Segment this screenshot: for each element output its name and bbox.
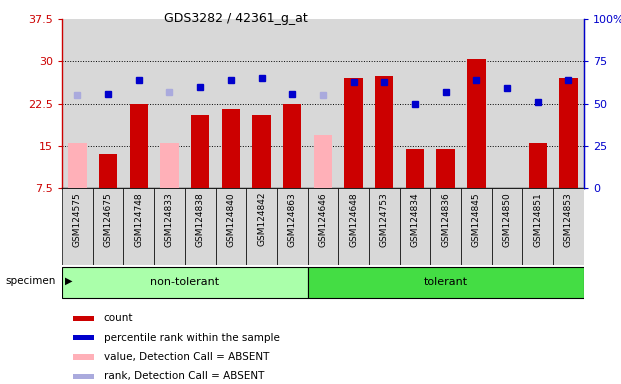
Bar [130, 104, 148, 188]
Bar [160, 143, 179, 188]
Bar [522, 188, 553, 265]
Bar [307, 267, 584, 298]
Text: GDS3282 / 42361_g_at: GDS3282 / 42361_g_at [164, 12, 308, 25]
Bar [124, 188, 154, 265]
Text: GSM124675: GSM124675 [104, 192, 112, 247]
Text: GSM124842: GSM124842 [257, 192, 266, 247]
Bar [369, 188, 400, 265]
Text: rank, Detection Call = ABSENT: rank, Detection Call = ABSENT [104, 371, 264, 381]
Bar [314, 135, 332, 188]
Bar [375, 76, 394, 188]
Bar [559, 78, 578, 188]
Bar [73, 335, 94, 340]
Bar [99, 154, 117, 188]
Bar [215, 188, 246, 265]
Text: GSM124838: GSM124838 [196, 192, 205, 247]
Text: GSM124748: GSM124748 [134, 192, 143, 247]
Text: GSM124840: GSM124840 [227, 192, 235, 247]
Bar [277, 188, 307, 265]
Text: GSM124646: GSM124646 [319, 192, 327, 247]
Bar [553, 188, 584, 265]
Bar [62, 267, 307, 298]
Bar [93, 188, 124, 265]
Bar [62, 188, 93, 265]
Bar [406, 149, 424, 188]
Text: GSM124853: GSM124853 [564, 192, 573, 247]
Bar [345, 78, 363, 188]
Text: value, Detection Call = ABSENT: value, Detection Call = ABSENT [104, 352, 270, 362]
Text: count: count [104, 313, 134, 323]
Text: GSM124833: GSM124833 [165, 192, 174, 247]
Text: ▶: ▶ [65, 275, 73, 286]
Text: GSM124836: GSM124836 [441, 192, 450, 247]
Bar [400, 188, 430, 265]
Bar [467, 59, 486, 188]
Bar [430, 188, 461, 265]
Bar [528, 143, 547, 188]
Text: GSM124753: GSM124753 [380, 192, 389, 247]
Bar [252, 115, 271, 188]
Bar [246, 188, 277, 265]
Text: specimen: specimen [6, 275, 56, 286]
Bar [461, 188, 492, 265]
Bar [437, 149, 455, 188]
Text: percentile rank within the sample: percentile rank within the sample [104, 333, 279, 343]
Bar [68, 143, 87, 188]
Bar [338, 188, 369, 265]
Bar [222, 109, 240, 188]
Text: GSM124851: GSM124851 [533, 192, 542, 247]
Bar [73, 354, 94, 359]
Text: GSM124863: GSM124863 [288, 192, 297, 247]
Bar [154, 188, 185, 265]
Text: GSM124850: GSM124850 [502, 192, 512, 247]
Bar [73, 374, 94, 379]
Text: GSM124834: GSM124834 [410, 192, 419, 247]
Text: tolerant: tolerant [424, 277, 468, 287]
Bar [191, 115, 209, 188]
Text: non-tolerant: non-tolerant [150, 277, 219, 287]
Text: GSM124648: GSM124648 [349, 192, 358, 247]
Bar [307, 188, 338, 265]
Bar [283, 104, 301, 188]
Bar [492, 188, 522, 265]
Bar [185, 188, 215, 265]
Text: GSM124845: GSM124845 [472, 192, 481, 247]
Text: GSM124575: GSM124575 [73, 192, 82, 247]
Bar [73, 316, 94, 321]
